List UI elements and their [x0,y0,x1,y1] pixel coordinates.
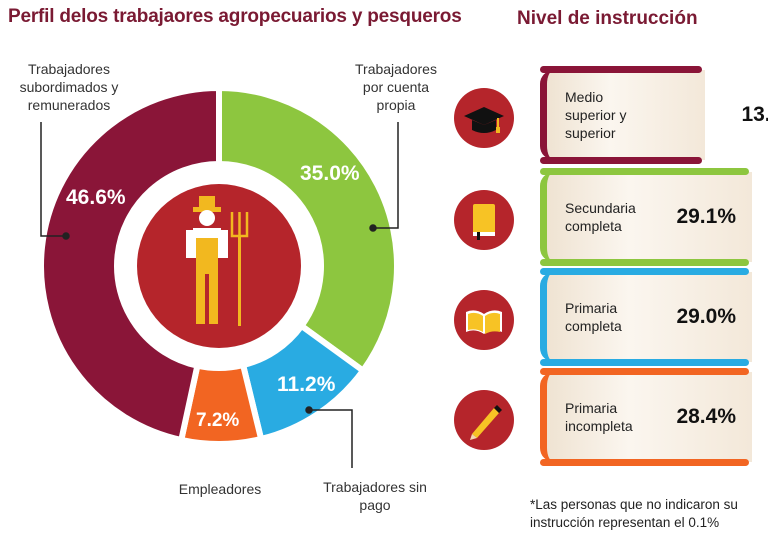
book-card: Secundaria completa 29.1% [540,168,752,266]
book-top-edge [540,268,749,275]
donut-chart [38,84,400,468]
label-subordinados: Trabajadores subordimados y remunerados [19,61,119,113]
value-empleadores: 7.2% [196,410,240,431]
label-cuenta-propia: Trabajadores por cuenta propia [355,61,437,113]
icon-circle [454,290,514,350]
book-card: Primaria completa 29.0% [540,268,752,366]
book-bottom-edge [540,259,749,266]
pencil-icon [454,405,514,454]
slice-3 [38,84,222,444]
value-sin-pago: 11.2% [277,373,336,396]
open-book-icon [454,310,514,354]
book-bottom-edge [540,359,749,366]
value-subordinados: 46.6% [66,186,126,209]
education-title: Nivel de instrucción [517,8,698,29]
icon-circle [454,190,514,250]
education-label: Primaria completa [565,300,622,334]
book-card: Medio superior y superior 13.4% [540,66,768,164]
education-value: 29.1% [676,205,736,228]
education-row: Medio superior y superior 13.4% [450,66,768,166]
education-label: Medio superior y superior [565,89,627,141]
education-row: Primaria incompleta 28.4% [450,368,752,468]
label-empleadores: Empleadores [178,481,262,497]
book-top-edge [540,368,749,375]
footnote: *Las personas que no indicaron su instru… [530,497,738,530]
graduation-cap-icon [454,107,514,152]
center-circle [137,184,301,348]
education-row: Secundaria completa 29.1% [450,168,752,268]
book-bottom-edge [540,157,702,164]
book-top-edge [540,168,749,175]
education-value: 28.4% [676,405,736,428]
education-value: 13.4% [741,103,768,126]
education-row: Primaria completa 29.0% [450,268,752,368]
value-cuenta-propia: 35.0% [300,162,360,185]
education-label: Secundaria completa [565,200,636,234]
book-top-edge [540,66,702,73]
icon-circle [454,390,514,450]
book-bottom-edge [540,459,749,466]
book-icon [454,204,514,254]
farmer-icon [186,196,249,326]
education-label: Primaria incompleta [565,400,633,434]
label-sin-pago: Trabajadores sin pago [323,479,427,513]
icon-circle [454,88,514,148]
slice-0 [216,84,400,375]
chart-title: Perfil delos trabajaores agropecuarios y… [8,6,462,27]
book-card: Primaria incompleta 28.4% [540,368,752,466]
education-value: 29.0% [676,305,736,328]
